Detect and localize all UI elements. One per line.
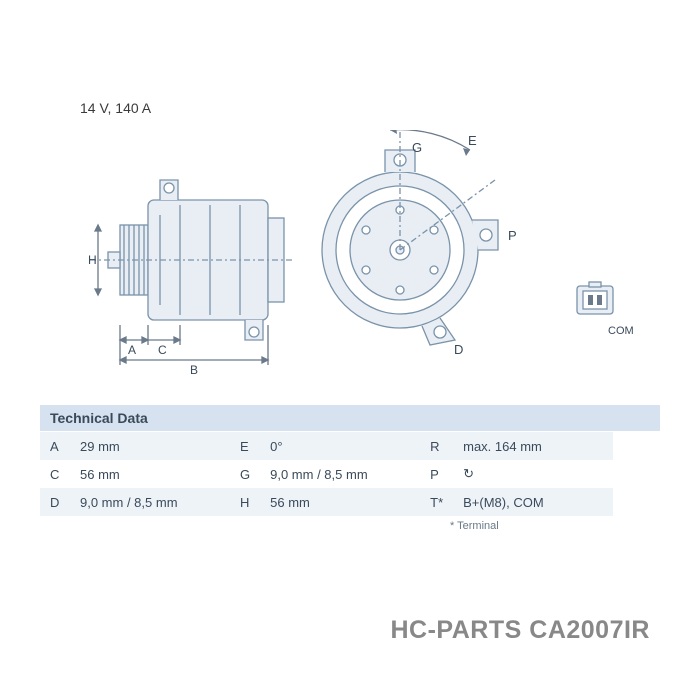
cell-val: max. 164 mm [453,432,613,460]
svg-text:H: H [88,253,97,267]
svg-text:A: A [128,343,136,357]
alternator-diagram: H A C B [50,130,650,390]
voltage-current-spec: 14 V, 140 A [80,100,151,116]
cell-key: C [40,460,70,488]
cell-key: P [420,460,453,488]
table-row: C 56 mm G 9,0 mm / 8,5 mm P ↻ [40,460,613,488]
cell-val: 0° [260,432,420,460]
cell-val: 56 mm [70,460,230,488]
terminal-footnote: * Terminal [450,520,499,532]
cell-key: R [420,432,453,460]
cell-val: B+(M8), COM [453,488,613,516]
technical-data-table: A 29 mm E 0° R max. 164 mm C 56 mm G 9,0… [40,432,613,516]
cell-val: 9,0 mm / 8,5 mm [260,460,420,488]
table-row: D 9,0 mm / 8,5 mm H 56 mm T* B+(M8), COM [40,488,613,516]
cell-val: 9,0 mm / 8,5 mm [70,488,230,516]
svg-text:B: B [190,363,198,377]
cell-key: E [230,432,260,460]
brand-partnumber: HC-PARTS CA2007IR [391,616,651,645]
technical-data-header: Technical Data [40,405,660,431]
svg-text:G: G [412,140,422,155]
svg-text:C: C [158,343,167,357]
brand-name: HC-PARTS [391,616,522,644]
cell-val: 56 mm [260,488,420,516]
cell-val: ↻ [453,460,613,488]
part-number: CA2007IR [529,616,650,644]
cell-key: A [40,432,70,460]
cell-val: 29 mm [70,432,230,460]
svg-text:D: D [454,342,463,357]
cell-key: D [40,488,70,516]
svg-text:COM: COM [608,325,634,337]
svg-text:E: E [468,133,477,148]
cell-key: T* [420,488,453,516]
cell-key: H [230,488,260,516]
svg-text:P: P [508,228,517,243]
cell-key: G [230,460,260,488]
table-row: A 29 mm E 0° R max. 164 mm [40,432,613,460]
